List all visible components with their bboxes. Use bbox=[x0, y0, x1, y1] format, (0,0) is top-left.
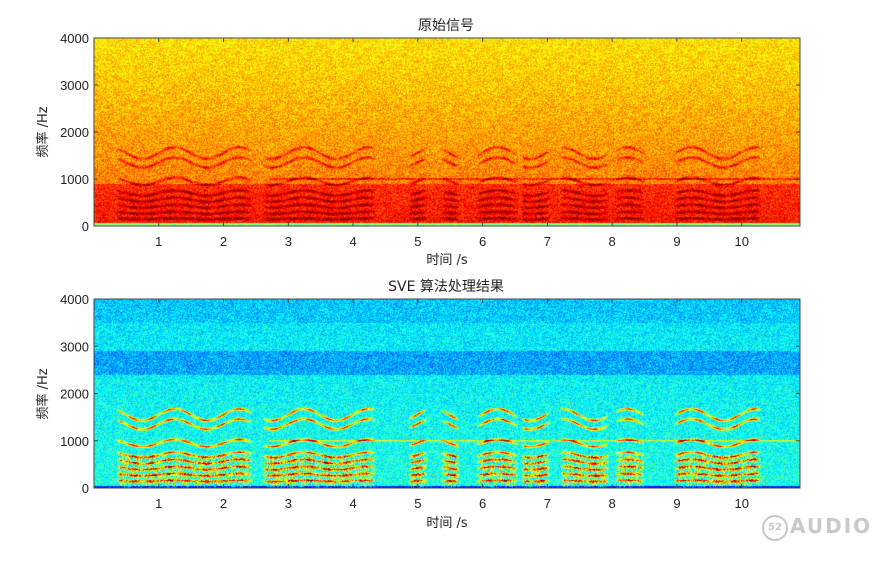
y-tick-label: 4000 bbox=[60, 31, 89, 46]
x-tick-label: 9 bbox=[673, 496, 680, 511]
x-tick-label: 9 bbox=[673, 234, 680, 249]
x-tick-label: 3 bbox=[285, 234, 292, 249]
x-axis-label: 时间 /s bbox=[426, 253, 468, 268]
x-tick-label: 10 bbox=[734, 234, 748, 249]
x-tick-label: 6 bbox=[479, 234, 486, 249]
x-tick-label: 4 bbox=[349, 496, 356, 511]
x-tick-label: 2 bbox=[220, 234, 227, 249]
y-ticks: 0 1000 2000 3000 4000 bbox=[60, 31, 800, 234]
x-tick-label: 7 bbox=[544, 234, 551, 249]
y-tick-label: 2000 bbox=[60, 387, 89, 402]
x-tick-label: 1 bbox=[155, 234, 162, 249]
y-tick-label: 3000 bbox=[60, 78, 89, 93]
x-tick-label: 2 bbox=[220, 496, 227, 511]
y-axis-label: 频率 /Hz bbox=[35, 368, 51, 419]
y-axis-label: 频率 /Hz bbox=[35, 106, 51, 157]
x-axis-label: 时间 /s bbox=[426, 516, 468, 531]
watermark-text: AUDIO bbox=[790, 514, 873, 538]
watermark-badge: 52 bbox=[762, 514, 788, 541]
x-ticks: 1 2 3 4 5 6 7 8 9 10 bbox=[155, 299, 749, 511]
x-ticks: 1 2 3 4 5 6 7 8 9 10 bbox=[155, 38, 749, 249]
spectrogram-panel-original: 原始信号 0 1000 2000 3000 4000 1 2 3 4 5 6 7 8 9 10 频率 /H… bbox=[35, 18, 801, 268]
x-tick-label: 4 bbox=[349, 234, 356, 249]
x-tick-label: 10 bbox=[734, 496, 748, 511]
x-tick-label: 8 bbox=[609, 234, 616, 249]
x-tick-label: 3 bbox=[285, 496, 292, 511]
x-tick-label: 1 bbox=[155, 496, 162, 511]
x-tick-label: 8 bbox=[609, 496, 616, 511]
plot-title: SVE 算法处理结果 bbox=[388, 279, 504, 295]
x-tick-label: 7 bbox=[544, 496, 551, 511]
spectrogram-panel-sve: SVE 算法处理结果 0 1000 2000 3000 4000 1 2 3 4 5 6 7 8 9 10… bbox=[35, 279, 801, 531]
x-tick-label: 6 bbox=[479, 496, 486, 511]
y-tick-label: 3000 bbox=[60, 339, 89, 354]
y-tick-label: 0 bbox=[82, 219, 89, 234]
spectrogram-image bbox=[94, 38, 800, 226]
watermark: 52 AUDIO bbox=[762, 514, 872, 541]
x-tick-label: 5 bbox=[414, 234, 421, 249]
y-tick-label: 1000 bbox=[60, 434, 89, 449]
x-tick-label: 5 bbox=[414, 496, 421, 511]
plot-title: 原始信号 bbox=[418, 18, 474, 34]
y-tick-label: 1000 bbox=[60, 172, 89, 187]
y-tick-label: 2000 bbox=[60, 125, 89, 140]
y-ticks: 0 1000 2000 3000 4000 bbox=[60, 292, 800, 496]
y-tick-label: 0 bbox=[82, 481, 89, 496]
y-tick-label: 4000 bbox=[60, 292, 89, 307]
spectrogram-image bbox=[94, 299, 800, 488]
